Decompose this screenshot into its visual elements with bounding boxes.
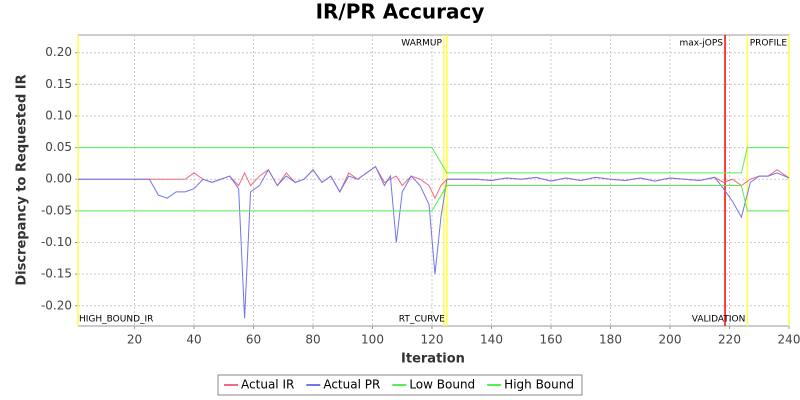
marker-label: HIGH_BOUND_IR (79, 315, 153, 325)
legend: Actual IR Actual PR Low Bound High Bound (217, 374, 583, 396)
x-tick-label: 60 (246, 333, 261, 347)
marker-label: RT_CURVE (399, 315, 445, 325)
y-tick-label: 0.20 (45, 45, 72, 59)
marker-label: VALIDATION (692, 315, 746, 325)
marker-label: PROFILE (750, 39, 788, 49)
y-tick-label: 0.15 (45, 77, 72, 91)
legend-label: Low Bound (409, 378, 475, 392)
plot-area (77, 34, 790, 327)
legend-label: High Bound (504, 378, 574, 392)
chart-title: IR/PR Accuracy (316, 0, 485, 24)
y-tick-label: 0.00 (45, 172, 72, 186)
x-tick-label: 100 (361, 333, 384, 347)
x-tick-label: 40 (186, 333, 201, 347)
x-tick-label: 80 (305, 333, 320, 347)
y-tick-label: 0.05 (45, 140, 72, 154)
marker-label: max-jOPS (679, 39, 723, 49)
y-tick-label: -0.10 (41, 235, 72, 249)
x-tick-label: 120 (421, 333, 444, 347)
x-tick-label: 240 (778, 333, 800, 347)
legend-box (217, 374, 583, 396)
x-tick-label: 140 (480, 333, 503, 347)
x-tick-label: 180 (599, 333, 622, 347)
x-tick-label: 220 (718, 333, 741, 347)
y-tick-label: 0.10 (45, 108, 72, 122)
x-tick-label: 160 (540, 333, 563, 347)
y-tick-label: -0.05 (41, 203, 72, 217)
x-axis-title: Iteration (401, 352, 465, 367)
y-tick-label: -0.20 (41, 298, 72, 312)
y-tick-label: -0.15 (41, 267, 72, 281)
legend-label: Actual PR (323, 378, 380, 392)
y-axis-title: Discrepancy to Requested IR (15, 74, 30, 285)
series-line (78, 147, 789, 174)
marker-label: WARMUP (401, 39, 442, 49)
legend-label: Actual IR (241, 378, 294, 392)
series-line (78, 165, 790, 319)
x-tick-label: 20 (127, 333, 142, 347)
x-tick-label: 200 (659, 333, 682, 347)
series-line (78, 185, 789, 212)
